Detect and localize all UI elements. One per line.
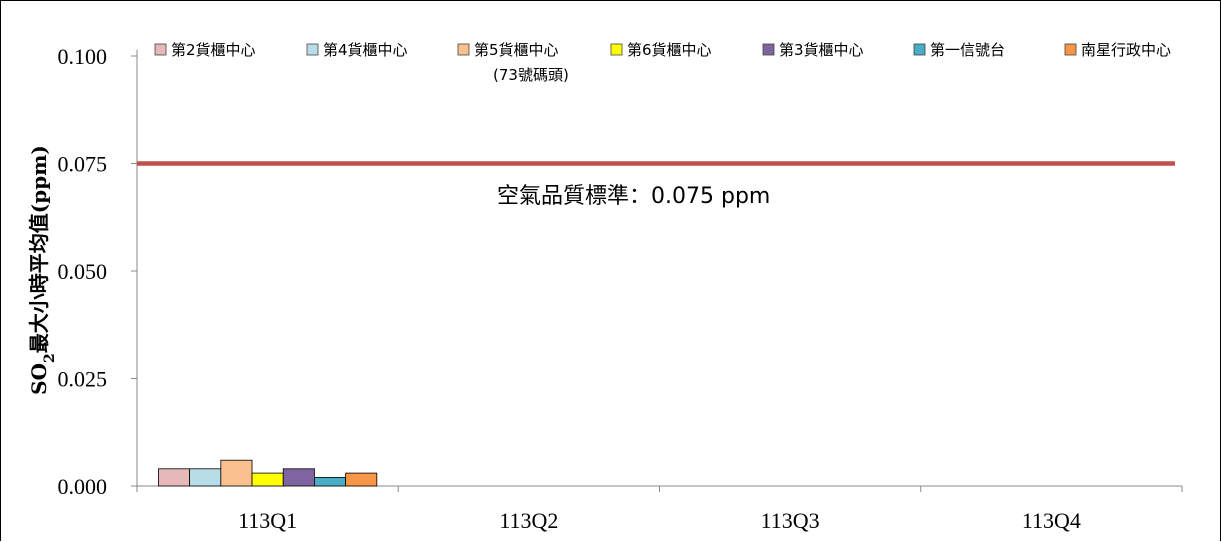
bar	[220, 459, 253, 487]
legend-swatch	[154, 43, 167, 56]
legend-label: 第一信號台	[930, 41, 1005, 59]
x-tick-label: 113Q2	[499, 508, 558, 533]
y-axis-title-group: SO2最大小時平均值(ppm)	[27, 145, 58, 395]
axes: 0.000 0.025 0.050 0.075 0.100 113Q1 113Q2 113Q3…	[58, 44, 1183, 533]
bar	[345, 472, 378, 487]
legend: 第2貨櫃中心 第4貨櫃中心 第5貨櫃中心 (73號碼頭) 第6貨櫃中心 第3貨櫃中心 第一信…	[154, 41, 1171, 84]
reference-line-group: 空氣品質標準：0.075 ppm	[137, 161, 1175, 209]
legend-swatch	[1064, 43, 1077, 56]
bar	[251, 472, 284, 487]
y-tick-label: 0.075	[58, 152, 108, 177]
x-tick-label: 113Q4	[1022, 508, 1081, 533]
reference-line-label: 空氣品質標準：0.075 ppm	[497, 184, 770, 209]
legend-label: 南星行政中心	[1081, 41, 1171, 59]
legend-swatch	[306, 43, 319, 56]
legend-swatch	[913, 43, 926, 56]
bar	[158, 468, 191, 487]
legend-label: 第3貨櫃中心	[779, 41, 864, 59]
y-axis-title: SO2最大小時平均值(ppm)	[27, 145, 58, 395]
x-tick-label: 113Q3	[761, 508, 820, 533]
bars	[158, 459, 378, 487]
bar	[314, 476, 347, 487]
y-tick-label: 0.100	[58, 44, 108, 69]
legend-swatch	[610, 43, 623, 56]
legend-label: 第5貨櫃中心	[474, 41, 559, 59]
legend-swatch	[762, 43, 775, 56]
y-tick-label: 0.025	[58, 367, 108, 392]
y-tick-label: 0.000	[58, 474, 108, 499]
y-tick-label: 0.050	[58, 259, 108, 284]
legend-label-line2: (73號碼頭)	[493, 66, 569, 84]
legend-label: 第6貨櫃中心	[627, 41, 712, 59]
bar	[189, 468, 222, 487]
bar	[282, 468, 315, 487]
legend-label: 第2貨櫃中心	[171, 41, 256, 59]
x-tick-label: 113Q1	[238, 508, 297, 533]
legend-label: 第4貨櫃中心	[323, 41, 408, 59]
legend-swatch	[457, 43, 470, 56]
